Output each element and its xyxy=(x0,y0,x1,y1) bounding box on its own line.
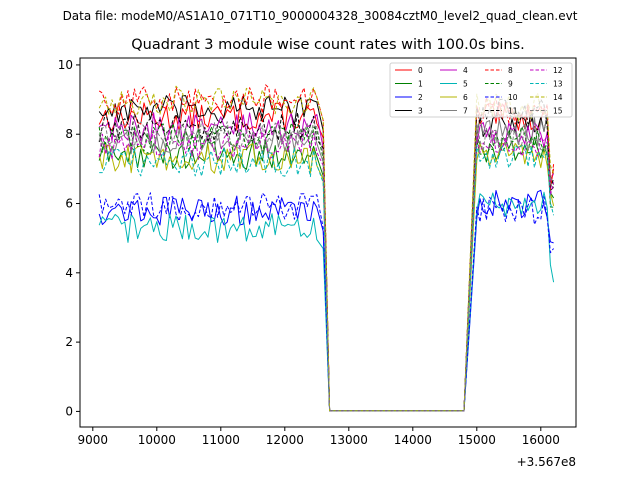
axes-ticks: 9000 10000 11000 12000 13000 14000 15000 16000 0… xyxy=(58,58,560,447)
chart-suptitle: Data file: modeM0/AS1A10_071T10_90000043… xyxy=(63,9,578,23)
chart-title: Quadrant 3 module wise count rates with … xyxy=(131,37,525,53)
legend-label-15: 15 xyxy=(553,107,563,116)
x-tick-label: 16000 xyxy=(522,433,560,447)
legend-label-6: 6 xyxy=(463,93,468,102)
legend-label-10: 10 xyxy=(508,93,518,102)
legend-label-11: 11 xyxy=(508,107,518,116)
legend-label-5: 5 xyxy=(463,80,468,89)
y-tick-label: 2 xyxy=(65,335,73,349)
series-line-10 xyxy=(98,192,554,412)
series-line-5 xyxy=(98,191,555,412)
y-tick-label: 6 xyxy=(65,197,73,211)
x-tick-label: 14000 xyxy=(394,433,432,447)
x-tick-label: 9000 xyxy=(78,433,109,447)
series-line-15 xyxy=(98,120,554,412)
x-tick-label: 10000 xyxy=(138,433,176,447)
legend-label-13: 13 xyxy=(553,80,563,89)
series-line-14 xyxy=(98,85,555,412)
legend-label-3: 3 xyxy=(418,107,423,116)
series-line-7 xyxy=(98,116,555,412)
x-offset-label: +3.567e8 xyxy=(517,455,576,469)
y-tick-label: 0 xyxy=(65,404,73,418)
x-tick-label: 13000 xyxy=(330,433,368,447)
y-tick-label: 10 xyxy=(58,58,73,72)
y-tick-label: 8 xyxy=(65,127,73,141)
legend-label-4: 4 xyxy=(463,66,468,75)
legend-box xyxy=(389,62,573,118)
x-tick-label: 15000 xyxy=(458,433,496,447)
legend-label-9: 9 xyxy=(508,80,513,89)
plot-frame xyxy=(79,57,577,428)
y-tick-label: 4 xyxy=(65,266,73,280)
legend-label-14: 14 xyxy=(553,93,563,102)
series-line-12 xyxy=(98,129,555,412)
legend-label-8: 8 xyxy=(508,66,513,75)
legend-label-0: 0 xyxy=(418,66,423,75)
legend-label-1: 1 xyxy=(418,80,423,89)
series-line-13 xyxy=(99,144,555,412)
legend-label-12: 12 xyxy=(553,66,563,75)
series-line-2 xyxy=(98,189,554,412)
legend-label-2: 2 xyxy=(418,93,423,102)
x-tick-label: 11000 xyxy=(202,433,240,447)
x-tick-label: 12000 xyxy=(266,433,304,447)
legend-label-7: 7 xyxy=(463,107,468,116)
series-line-6 xyxy=(98,142,555,412)
series-lines xyxy=(98,84,555,412)
series-line-3 xyxy=(98,95,554,412)
